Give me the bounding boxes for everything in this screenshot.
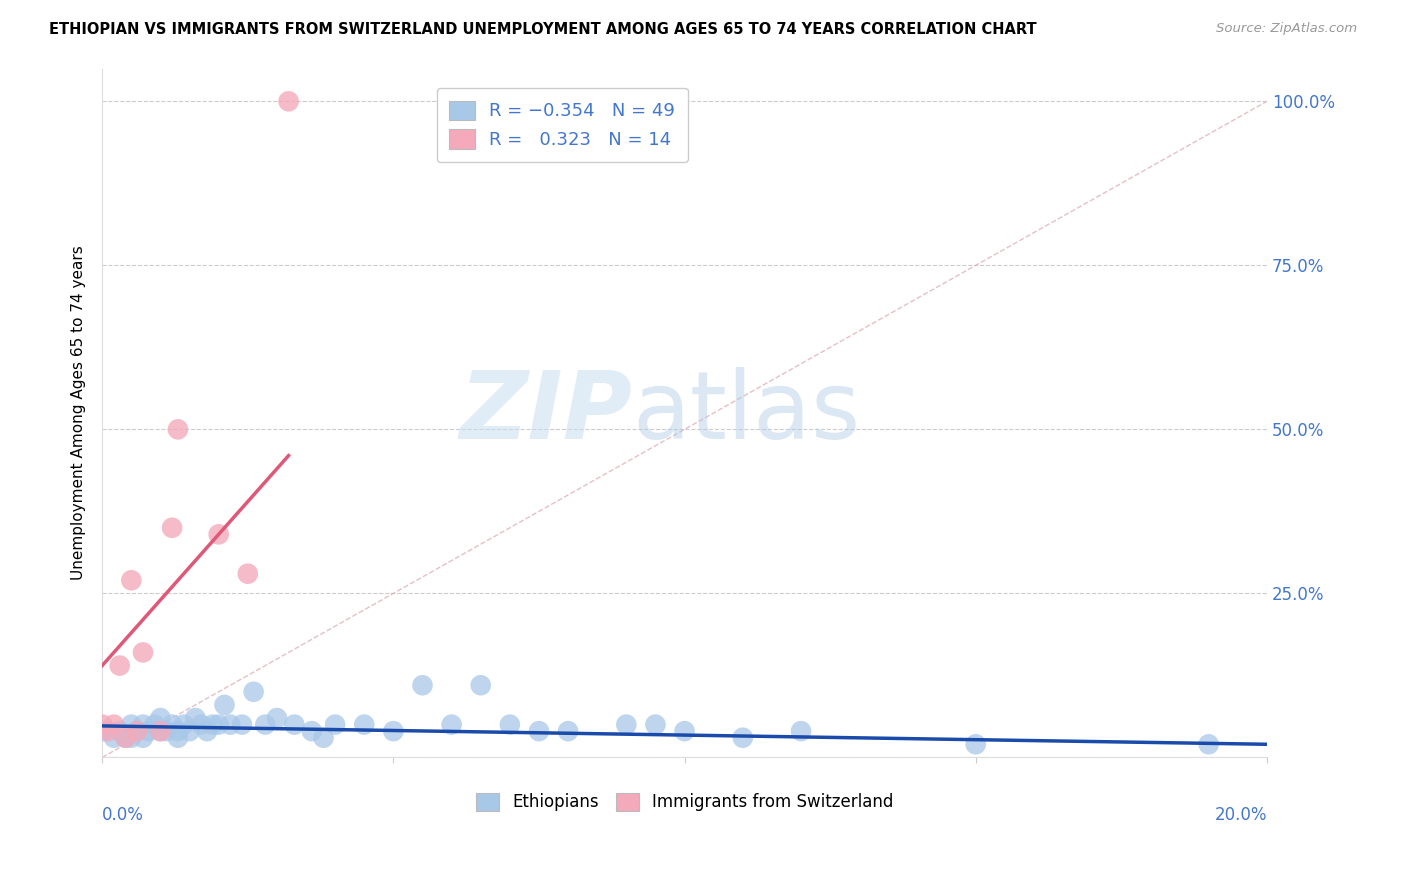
Point <box>91 724 114 739</box>
Text: ZIP: ZIP <box>460 367 633 459</box>
Point <box>120 731 142 745</box>
Text: Source: ZipAtlas.com: Source: ZipAtlas.com <box>1216 22 1357 36</box>
Point <box>208 527 231 541</box>
Point <box>195 724 218 739</box>
Text: 20.0%: 20.0% <box>1215 805 1267 823</box>
Point <box>143 717 166 731</box>
Point <box>219 717 242 731</box>
Point <box>190 717 212 731</box>
Point <box>149 724 172 739</box>
Point <box>301 724 323 739</box>
Point <box>167 731 190 745</box>
Point <box>103 731 125 745</box>
Point <box>214 698 236 712</box>
Point <box>231 717 253 731</box>
Legend: Ethiopians, Immigrants from Switzerland: Ethiopians, Immigrants from Switzerland <box>468 786 900 818</box>
Text: atlas: atlas <box>633 367 860 459</box>
Point <box>353 717 375 731</box>
Point <box>184 711 207 725</box>
Text: 0.0%: 0.0% <box>103 805 143 823</box>
Point <box>790 724 813 739</box>
Point <box>283 717 305 731</box>
Point <box>266 711 288 725</box>
Point <box>470 678 492 692</box>
Point <box>149 711 172 725</box>
Point <box>1198 737 1220 751</box>
Point <box>208 717 231 731</box>
Point <box>173 717 195 731</box>
Point <box>167 724 190 739</box>
Point <box>114 731 136 745</box>
Point <box>97 724 120 739</box>
Point <box>108 724 131 739</box>
Point <box>103 717 125 731</box>
Point <box>499 717 522 731</box>
Point <box>160 521 183 535</box>
Point <box>277 95 299 109</box>
Point <box>179 724 201 739</box>
Point <box>132 645 155 659</box>
Point <box>557 724 579 739</box>
Point <box>382 724 405 739</box>
Point <box>155 724 177 739</box>
Point <box>236 566 259 581</box>
Point <box>120 574 142 588</box>
Point <box>120 717 142 731</box>
Point <box>323 717 346 731</box>
Point <box>127 724 149 739</box>
Point <box>312 731 335 745</box>
Point <box>201 717 224 731</box>
Point <box>242 685 264 699</box>
Point <box>114 731 136 745</box>
Point <box>965 737 987 751</box>
Point <box>149 724 172 739</box>
Point <box>673 724 696 739</box>
Point <box>91 717 114 731</box>
Point <box>108 658 131 673</box>
Point <box>132 731 155 745</box>
Point <box>614 717 637 731</box>
Point <box>644 717 666 731</box>
Point <box>160 717 183 731</box>
Y-axis label: Unemployment Among Ages 65 to 74 years: Unemployment Among Ages 65 to 74 years <box>72 245 86 581</box>
Text: ETHIOPIAN VS IMMIGRANTS FROM SWITZERLAND UNEMPLOYMENT AMONG AGES 65 TO 74 YEARS : ETHIOPIAN VS IMMIGRANTS FROM SWITZERLAND… <box>49 22 1036 37</box>
Point <box>440 717 463 731</box>
Point <box>411 678 433 692</box>
Point <box>127 724 149 739</box>
Point <box>138 724 160 739</box>
Point <box>132 717 155 731</box>
Point <box>731 731 754 745</box>
Point <box>527 724 550 739</box>
Point <box>167 422 190 436</box>
Point <box>254 717 277 731</box>
